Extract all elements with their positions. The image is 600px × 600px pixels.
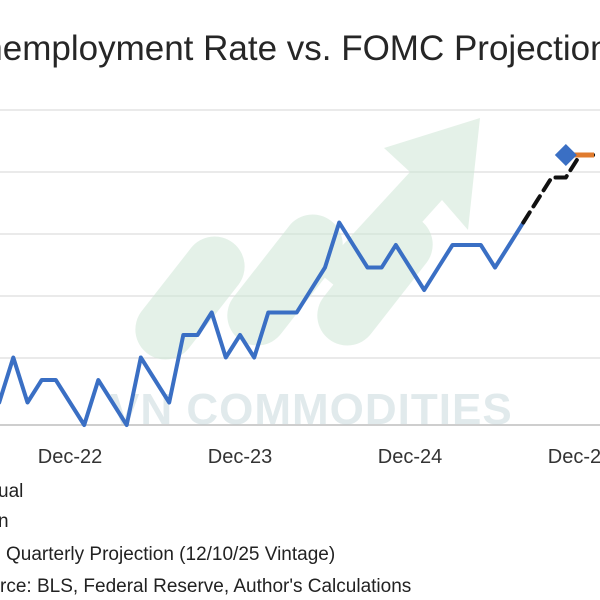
watermark-logo [135, 118, 480, 360]
series-line-0 [0, 220, 526, 427]
series-layer [0, 144, 597, 427]
x-tick-label-3: Dec-25 [548, 446, 600, 468]
legend-entry-1: n [0, 511, 9, 532]
watermark: VN COMMODITIES [110, 118, 513, 434]
x-axis: Dec-22 Dec-23 Dec-24 Dec-25 [38, 446, 600, 468]
legend-entry-0: ual [0, 481, 23, 502]
legend-entry-2: Quarterly Projection (12/10/25 Vintage) [6, 544, 335, 565]
x-tick-label-2: Dec-24 [378, 446, 442, 468]
legend: ual n Quarterly Projection (12/10/25 Vin… [0, 481, 335, 565]
series-line-1 [521, 153, 597, 225]
x-tick-label-0: Dec-22 [38, 446, 102, 468]
watermark-text: VN COMMODITIES [110, 385, 513, 434]
diamond-marker-0 [554, 144, 577, 166]
x-tick-label-1: Dec-23 [208, 446, 272, 468]
source-note: rce: BLS, Federal Reserve, Author's Calc… [0, 576, 411, 597]
chart-title: Unemployment Rate vs. FOMC Projection [0, 29, 600, 68]
